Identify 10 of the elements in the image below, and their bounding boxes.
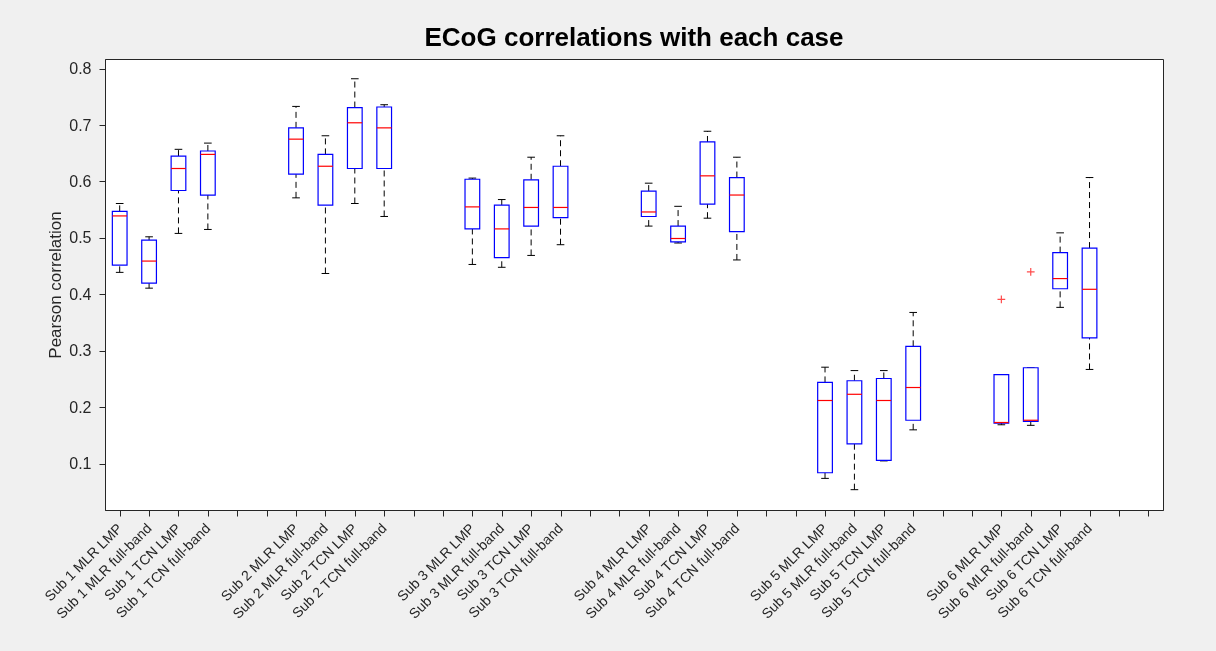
y-tick-label: 0.1	[69, 455, 92, 473]
y-tick-label: 0.3	[69, 342, 92, 360]
y-tick-label: 0.6	[69, 172, 92, 190]
y-tick-label: 0.7	[69, 116, 92, 134]
y-tick-label: 0.5	[69, 229, 92, 247]
chart-title: ECoG correlations with each case	[424, 22, 844, 52]
y-tick-label: 0.4	[69, 285, 92, 303]
y-axis-title: Pearson correlation	[46, 211, 66, 359]
y-tick-label: 0.8	[69, 60, 92, 78]
y-tick-label: 0.2	[69, 398, 92, 416]
